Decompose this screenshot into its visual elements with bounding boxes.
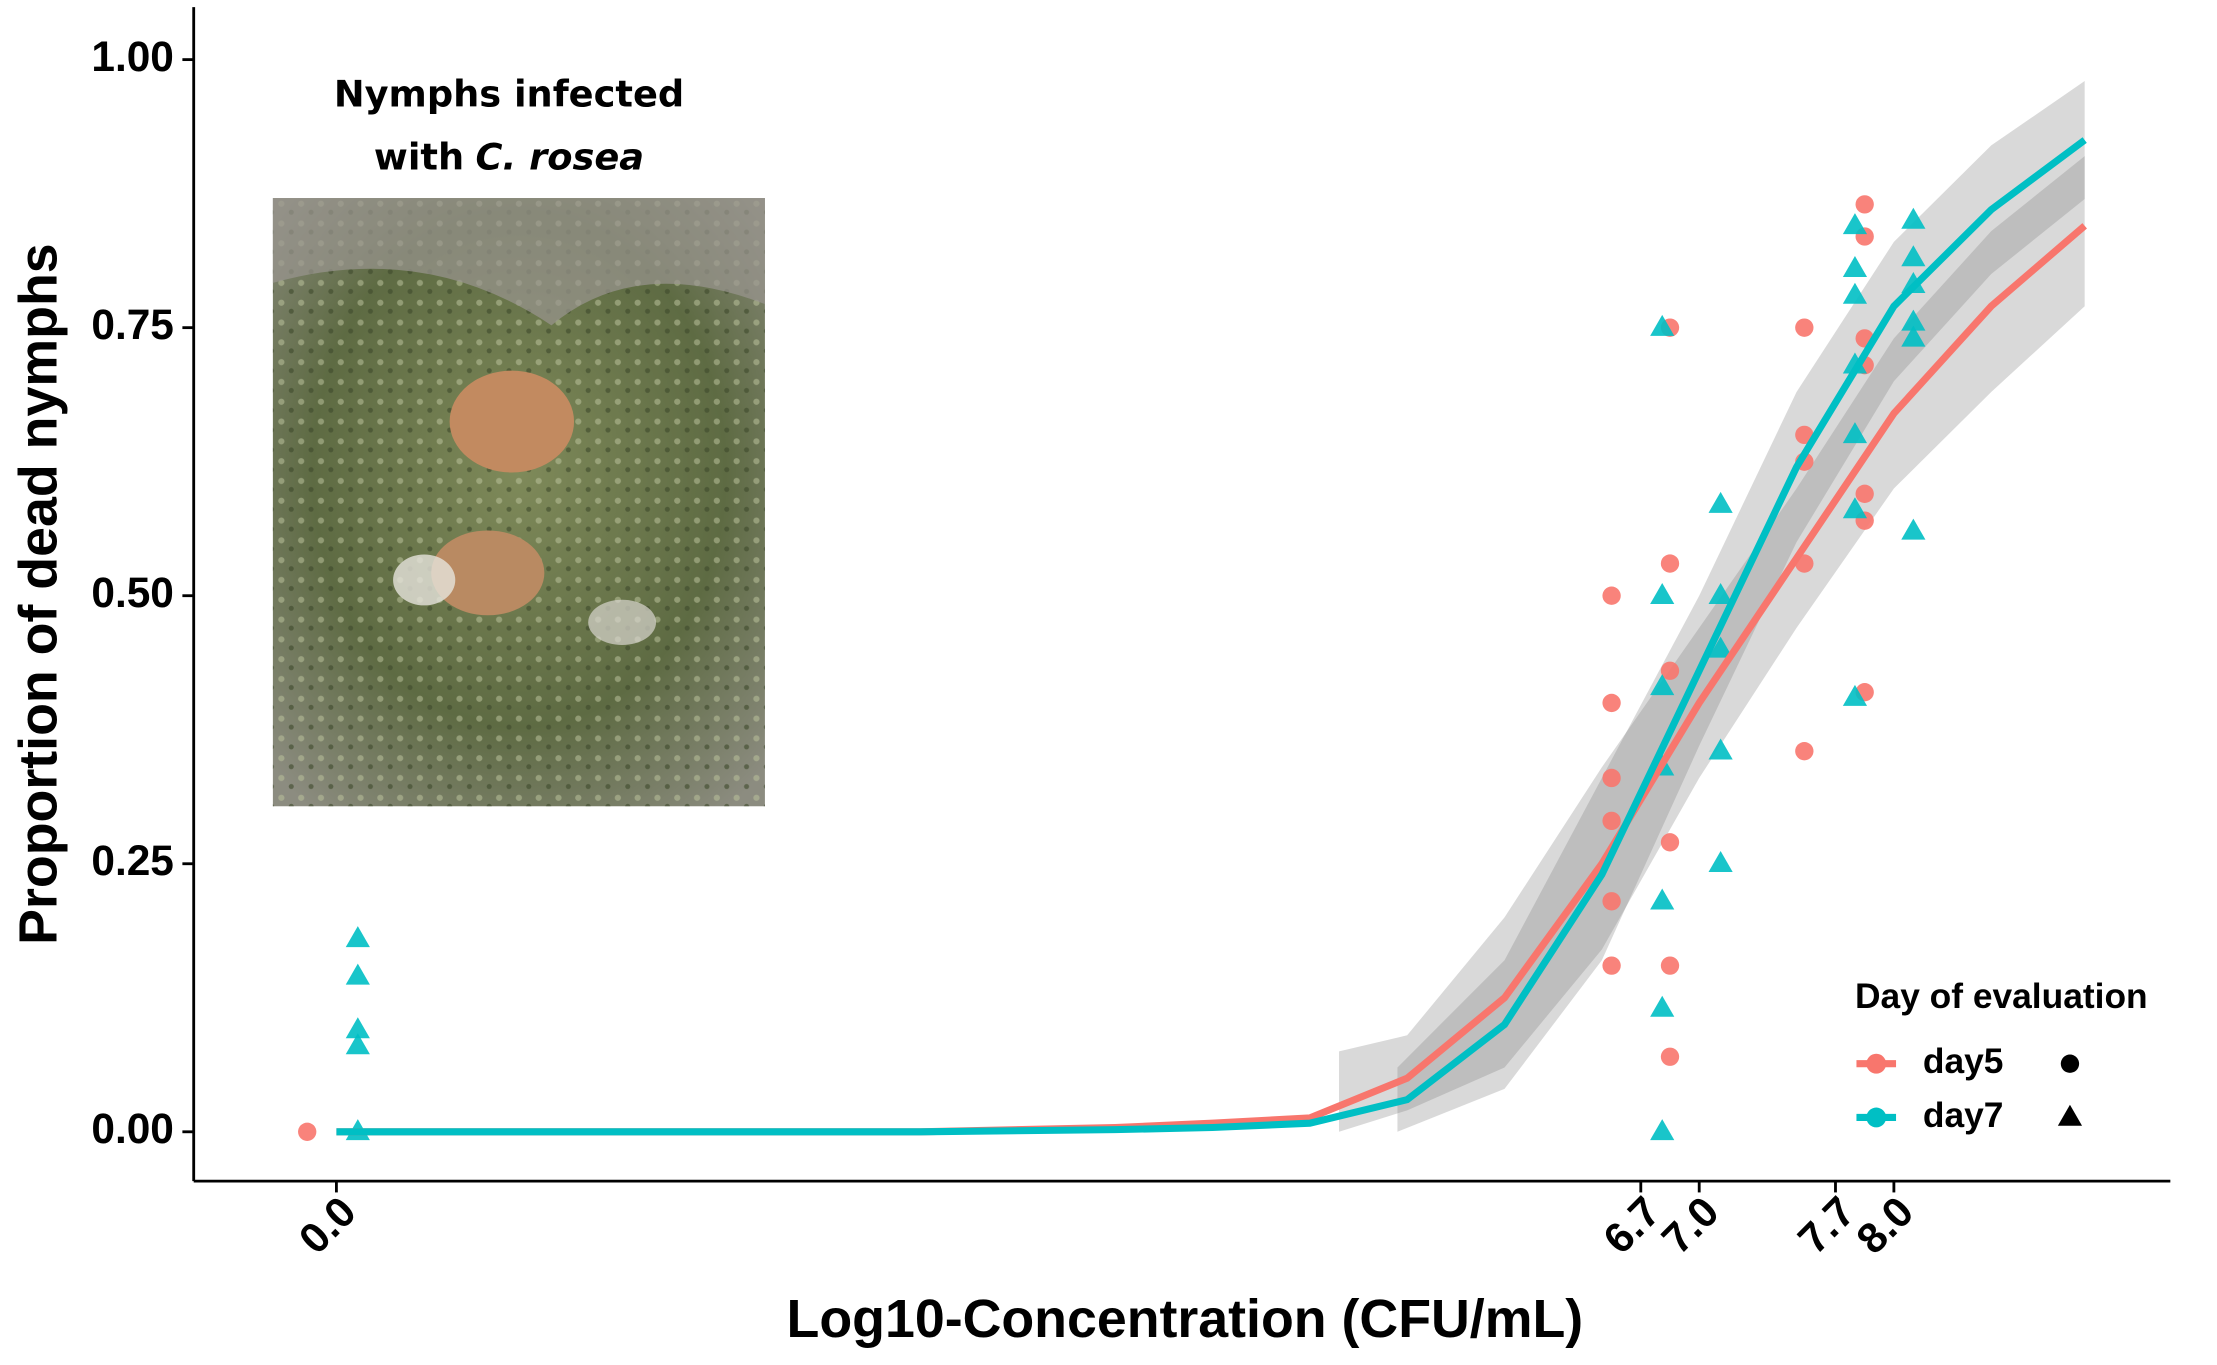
point	[1842, 684, 1868, 706]
point	[1842, 282, 1868, 304]
point	[1602, 693, 1621, 713]
y-tick-label: 0.75	[91, 301, 174, 348]
point	[1901, 207, 1926, 229]
point	[1650, 582, 1675, 604]
point	[1650, 995, 1675, 1017]
legend-title: Day of evaluation	[1855, 977, 2148, 1016]
point	[1708, 636, 1733, 658]
point	[1650, 674, 1675, 696]
point	[345, 963, 370, 985]
y-tick-label: 0.00	[91, 1105, 174, 1152]
point	[1708, 582, 1733, 604]
point	[1650, 1119, 1675, 1141]
point	[1650, 888, 1675, 910]
point	[1842, 497, 1868, 519]
point	[1602, 811, 1621, 831]
annotation: Nymphs infected	[334, 73, 684, 116]
point	[1855, 484, 1874, 504]
legend-dot	[1866, 1107, 1887, 1128]
point	[1842, 213, 1868, 235]
point	[1795, 425, 1814, 445]
x-tick-label: 0.0	[290, 1188, 365, 1263]
point	[1602, 956, 1621, 975]
annotation: C. rosea	[475, 135, 644, 178]
legend-label: day7	[1923, 1096, 2004, 1135]
point	[1660, 554, 1680, 573]
y-tick-label: 0.25	[91, 837, 174, 884]
point	[1660, 1047, 1680, 1066]
x-axis-title: Log10-Concentration (CFU/mL)	[787, 1289, 1584, 1349]
point	[1602, 892, 1621, 911]
y-axis-title: Proportion of dead nymphs	[9, 243, 69, 944]
point	[1660, 661, 1680, 680]
point	[345, 1033, 370, 1055]
point	[1650, 314, 1675, 336]
point	[1795, 742, 1814, 761]
point	[1901, 309, 1926, 331]
legend-shape	[2057, 1104, 2083, 1126]
annotation: with C. rosea	[374, 135, 644, 178]
point	[1602, 768, 1621, 788]
point	[1795, 318, 1814, 337]
y-tick-label: 0.50	[91, 569, 174, 616]
point	[1901, 518, 1926, 540]
point	[1708, 738, 1733, 760]
confidence-band	[1397, 81, 2085, 1132]
point	[1842, 352, 1868, 374]
legend-dot	[1866, 1053, 1887, 1074]
legend-label: day5	[1923, 1042, 2004, 1081]
annotation: with	[374, 135, 464, 178]
point	[298, 1122, 317, 1141]
fit-line	[336, 137, 2087, 1136]
y-tick-label: 1.00	[91, 33, 174, 80]
point	[1602, 586, 1621, 605]
point	[1842, 255, 1868, 277]
point	[1660, 956, 1680, 975]
point	[1901, 325, 1926, 347]
legend-shape	[2060, 1054, 2080, 1073]
point	[345, 926, 370, 948]
point	[345, 1017, 370, 1039]
point	[1855, 195, 1874, 214]
point	[1708, 851, 1733, 873]
inset-photo	[272, 198, 765, 807]
x-tick-label: 7.0	[1653, 1188, 1728, 1263]
point	[1842, 422, 1868, 444]
point	[1660, 833, 1680, 852]
point	[1901, 245, 1926, 267]
point	[1708, 491, 1733, 513]
x-tick-label: 8.0	[1847, 1188, 1922, 1263]
